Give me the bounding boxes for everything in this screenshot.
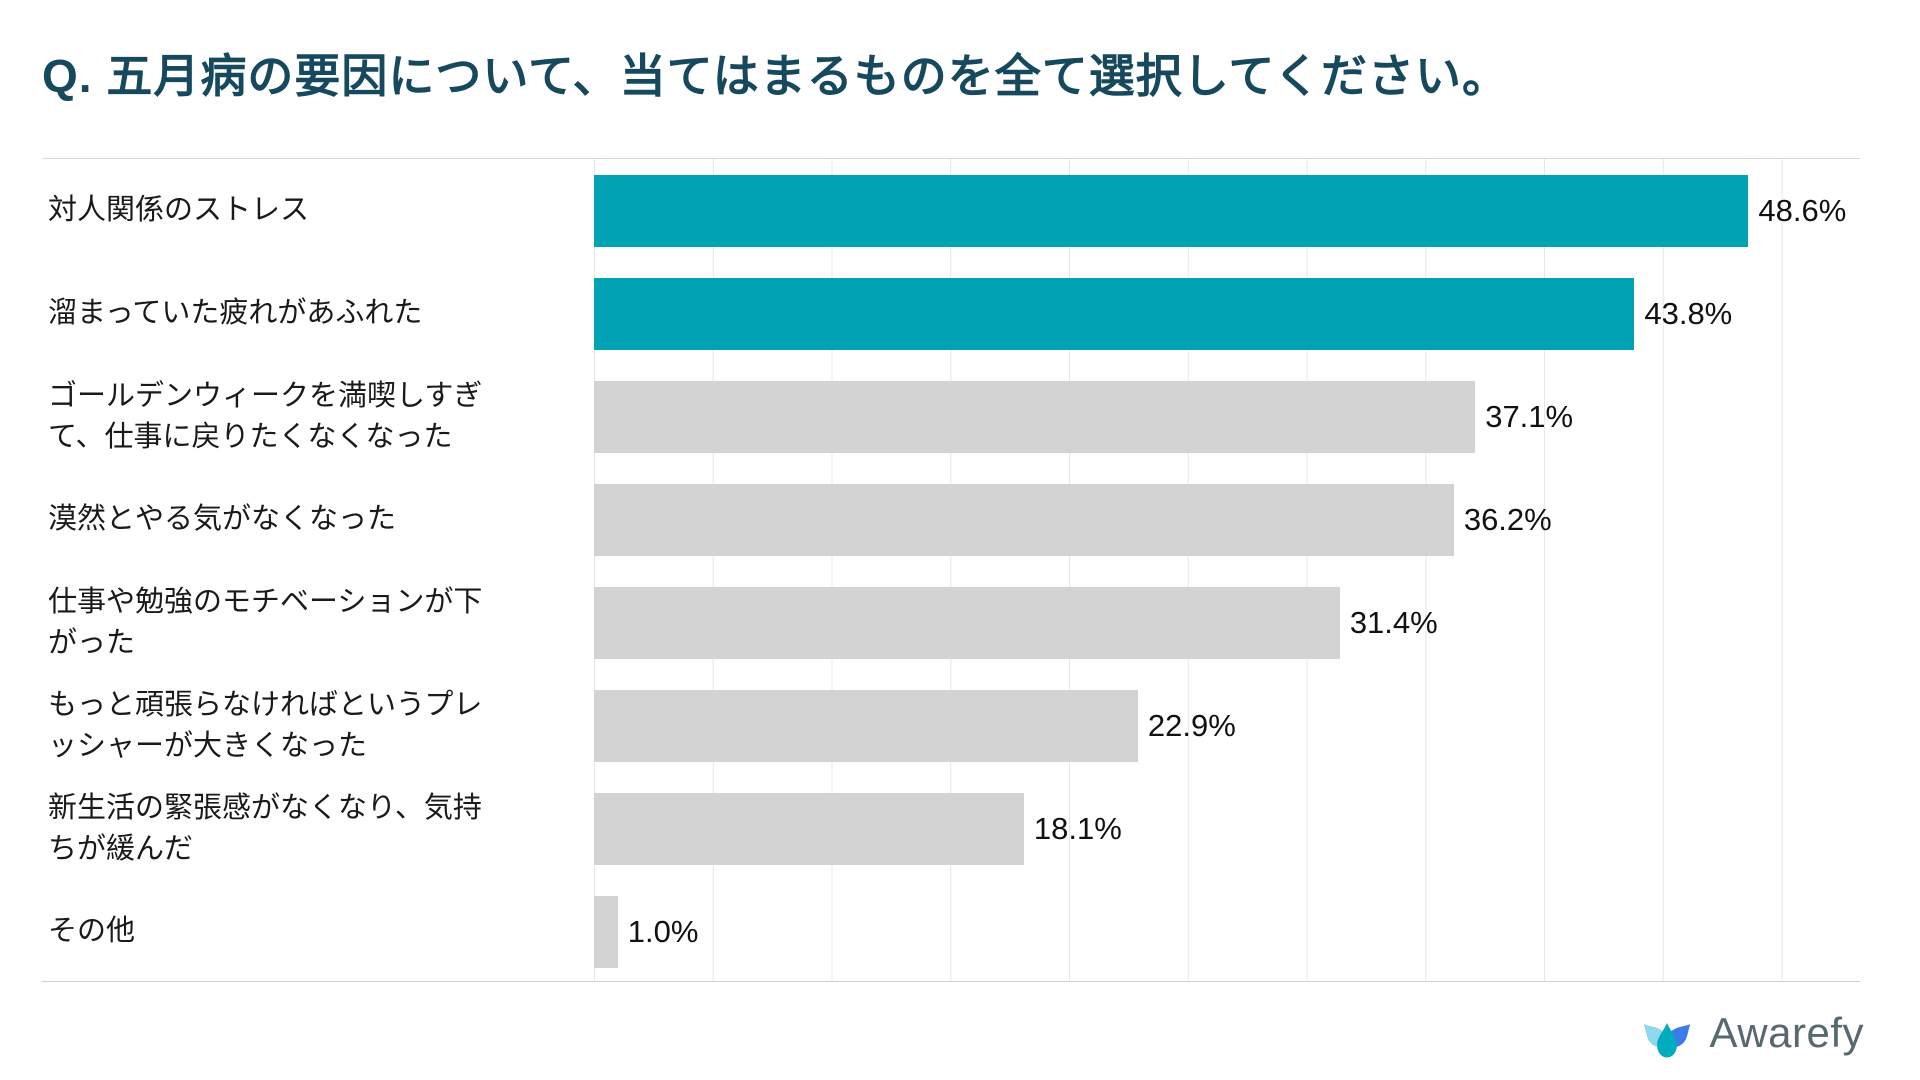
- chart-row: 対人関係のストレス 48.6%: [42, 159, 1860, 262]
- bar: [594, 586, 1340, 659]
- category-label: 対人関係のストレス: [48, 194, 310, 227]
- bar: [594, 792, 1024, 865]
- bar: [594, 483, 1454, 556]
- bar: [594, 689, 1138, 762]
- bar-track: 18.1%: [594, 777, 1860, 880]
- chart-row: 漠然とやる気がなくなった 36.2%: [42, 468, 1860, 571]
- chart-row: 仕事や勉強のモチベーションが下がった 31.4%: [42, 571, 1860, 674]
- brand-footer: Awarefy: [1638, 1004, 1864, 1062]
- bar-track: 22.9%: [594, 674, 1860, 777]
- chart-row: 溜まっていた疲れがあふれた 43.8%: [42, 262, 1860, 365]
- chart-row: その他 1.0%: [42, 880, 1860, 983]
- value-label: 48.6%: [1758, 192, 1847, 228]
- bar: [594, 277, 1635, 350]
- brand-name: Awarefy: [1709, 1009, 1864, 1056]
- value-label: 36.2%: [1463, 501, 1552, 537]
- bar-track: 37.1%: [594, 365, 1860, 468]
- category-label: もっと頑張らなければというプレッシャーが大きくなった: [48, 688, 483, 762]
- bar-track: 43.8%: [594, 262, 1860, 365]
- value-label: 22.9%: [1147, 707, 1236, 743]
- bar-track: 1.0%: [594, 880, 1860, 983]
- value-label: 1.0%: [627, 913, 699, 949]
- value-label: 43.8%: [1644, 295, 1733, 331]
- bar-track: 31.4%: [594, 571, 1860, 674]
- bar: [594, 895, 618, 968]
- category-label: 溜まっていた疲れがあふれた: [48, 297, 423, 330]
- chart-row: もっと頑張らなければというプレッシャーが大きくなった 22.9%: [42, 674, 1860, 777]
- category-label: 新生活の緊張感がなくなり、気持ちが緩んだ: [48, 791, 482, 865]
- chart-rows: 対人関係のストレス 48.6% 溜まっていた疲れがあふれた 43.8% ゴールデンウィー…: [42, 159, 1860, 981]
- category-label: ゴールデンウィークを満喫しすぎて、仕事に戻りたくなくなった: [48, 379, 483, 453]
- bar: [594, 380, 1476, 453]
- chart-row: ゴールデンウィークを満喫しすぎて、仕事に戻りたくなくなった 37.1%: [42, 365, 1860, 468]
- category-label: その他: [48, 915, 136, 948]
- bar-chart: 対人関係のストレス 48.6% 溜まっていた疲れがあふれた 43.8% ゴールデンウィー…: [42, 158, 1860, 982]
- value-label: 31.4%: [1349, 604, 1438, 640]
- page-title: Q. 五月病の要因について、当てはまるものを全て選択してください。: [42, 50, 1509, 102]
- bar-track: 48.6%: [594, 159, 1860, 262]
- value-label: 18.1%: [1033, 810, 1122, 846]
- awarefy-logo-icon: [1643, 1022, 1690, 1058]
- category-label: 漠然とやる気がなくなった: [48, 503, 397, 536]
- chart-row: 新生活の緊張感がなくなり、気持ちが緩んだ 18.1%: [42, 777, 1860, 880]
- bar-track: 36.2%: [594, 468, 1860, 571]
- bar: [594, 174, 1749, 247]
- value-label: 37.1%: [1485, 398, 1574, 434]
- category-label: 仕事や勉強のモチベーションが下がった: [48, 585, 483, 659]
